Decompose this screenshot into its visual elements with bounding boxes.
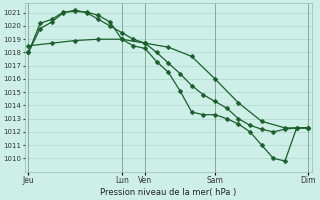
X-axis label: Pression niveau de la mer( hPa ): Pression niveau de la mer( hPa ) xyxy=(100,188,236,197)
